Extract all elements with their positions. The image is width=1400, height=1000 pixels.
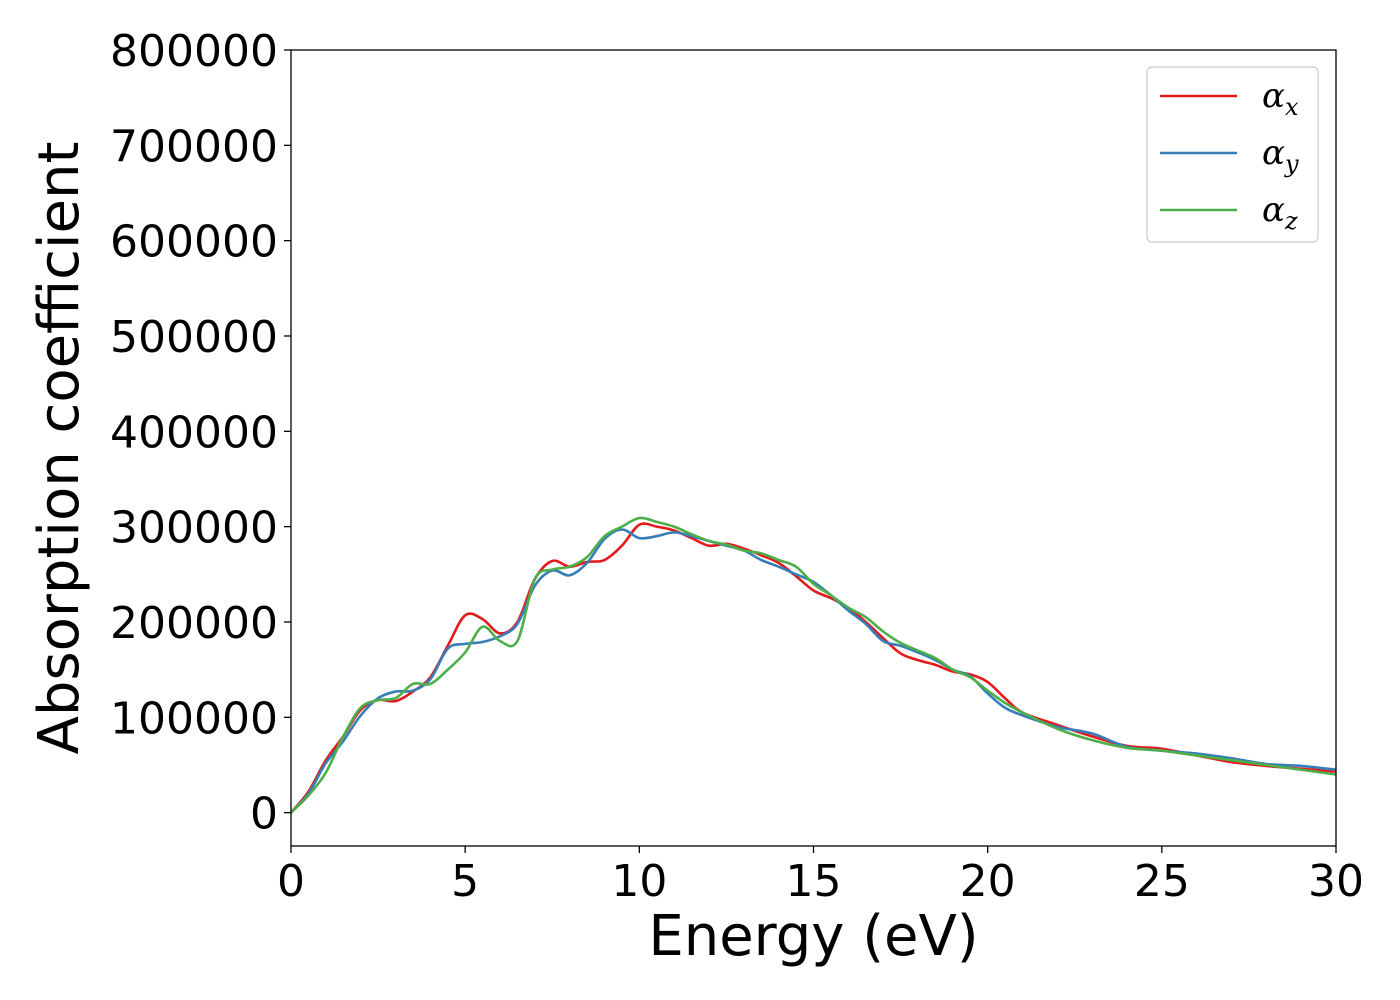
series-line-z: [291, 516, 1336, 814]
legend-label-x: αx: [1262, 76, 1299, 121]
x-tick-label: 5: [451, 856, 479, 907]
x-tick-label: 25: [1134, 856, 1190, 907]
y-tick-label: 100000: [110, 693, 278, 744]
x-axis: 0 5 10 15 20 25 30: [277, 846, 1364, 907]
x-tick-label: 30: [1308, 856, 1364, 907]
legend-label-y: αy: [1262, 133, 1299, 178]
y-tick-label: 300000: [110, 503, 278, 554]
x-tick-label: 20: [960, 856, 1016, 907]
legend-box: [1146, 66, 1319, 243]
x-axis-title: Energy (eV): [648, 904, 978, 969]
y-tick-label: 400000: [110, 407, 278, 458]
y-tick-label: 600000: [110, 217, 278, 268]
y-tick-label: 200000: [110, 598, 278, 649]
x-tick-label: 10: [611, 856, 667, 907]
legend: αx αy αz: [1146, 66, 1319, 243]
legend-label-z: αz: [1262, 190, 1298, 235]
y-axis-title: Absorption coefficient: [27, 142, 92, 755]
y-axis: 0 100000 200000 300000 400000 500000 600000 700…: [110, 26, 291, 840]
x-tick-label: 0: [277, 856, 305, 907]
y-tick-label: 800000: [110, 26, 278, 77]
x-tick-label: 15: [786, 856, 842, 907]
y-tick-label: 700000: [110, 121, 278, 172]
y-tick-label: 500000: [110, 312, 278, 363]
series-layer: [291, 516, 1336, 814]
y-tick-label: 0: [250, 789, 278, 840]
